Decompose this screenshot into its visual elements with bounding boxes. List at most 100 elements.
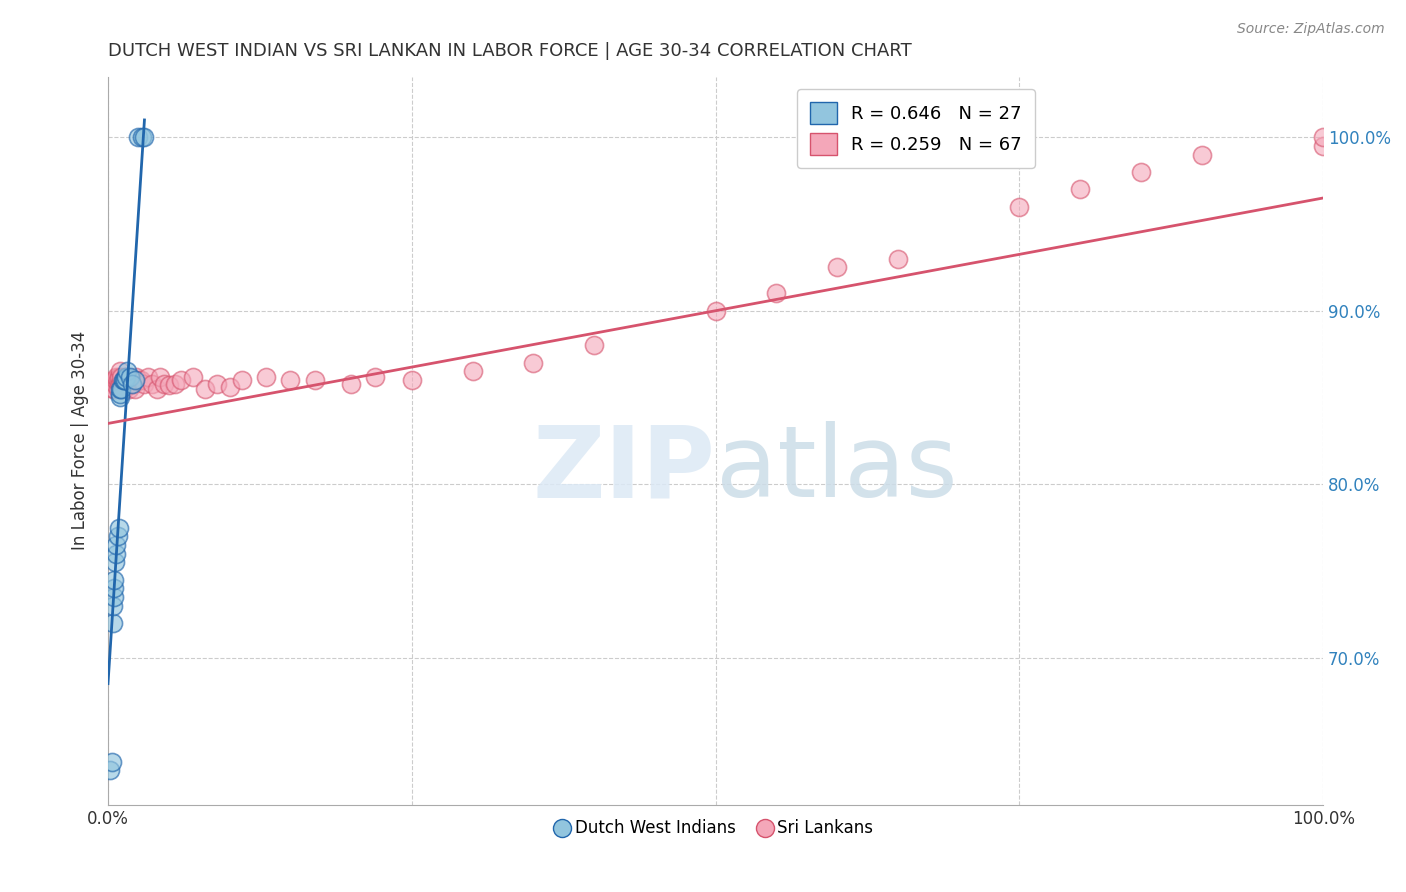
Point bbox=[105, 369, 128, 384]
Point bbox=[125, 369, 148, 384]
Text: Source: ZipAtlas.com: Source: ZipAtlas.com bbox=[1237, 22, 1385, 37]
Point bbox=[340, 376, 363, 391]
Point bbox=[110, 369, 132, 384]
Text: atlas: atlas bbox=[716, 421, 957, 518]
Point bbox=[108, 364, 131, 378]
Point bbox=[170, 373, 193, 387]
Point bbox=[118, 373, 141, 387]
Point bbox=[110, 382, 132, 396]
Point bbox=[1312, 139, 1334, 153]
Point bbox=[127, 130, 149, 145]
Point bbox=[181, 369, 204, 384]
Point bbox=[108, 376, 131, 391]
Point bbox=[107, 382, 129, 396]
Point bbox=[364, 369, 387, 384]
Point bbox=[108, 520, 131, 534]
Point bbox=[120, 376, 142, 391]
Point bbox=[129, 373, 152, 387]
Point bbox=[117, 373, 139, 387]
Point bbox=[111, 373, 134, 387]
Point bbox=[107, 529, 129, 543]
Point bbox=[1069, 182, 1091, 196]
Point bbox=[304, 373, 326, 387]
Point bbox=[114, 369, 136, 384]
Point bbox=[103, 382, 125, 396]
Point bbox=[112, 373, 135, 387]
Point bbox=[104, 555, 127, 569]
Point bbox=[121, 376, 143, 391]
Point bbox=[115, 380, 138, 394]
Y-axis label: In Labor Force | Age 30-34: In Labor Force | Age 30-34 bbox=[72, 331, 89, 550]
Point bbox=[108, 376, 131, 391]
Point bbox=[522, 356, 544, 370]
Point bbox=[704, 303, 727, 318]
Point bbox=[104, 376, 127, 391]
Point bbox=[114, 373, 136, 387]
Point bbox=[163, 376, 186, 391]
Point bbox=[103, 373, 125, 387]
Point bbox=[105, 538, 128, 552]
Point bbox=[115, 369, 138, 384]
Text: DUTCH WEST INDIAN VS SRI LANKAN IN LABOR FORCE | AGE 30-34 CORRELATION CHART: DUTCH WEST INDIAN VS SRI LANKAN IN LABOR… bbox=[108, 42, 911, 60]
Point bbox=[101, 382, 124, 396]
Point bbox=[765, 286, 787, 301]
Point bbox=[121, 373, 143, 387]
Point bbox=[136, 369, 159, 384]
Point bbox=[108, 387, 131, 401]
Point bbox=[103, 573, 125, 587]
Point bbox=[254, 369, 277, 384]
Point bbox=[1008, 200, 1031, 214]
Point bbox=[278, 373, 301, 387]
Point bbox=[141, 376, 163, 391]
Point bbox=[105, 373, 128, 387]
Point bbox=[111, 382, 134, 396]
Point bbox=[124, 373, 146, 387]
Point bbox=[825, 260, 848, 275]
Point bbox=[117, 369, 139, 384]
Point bbox=[103, 590, 125, 604]
Point bbox=[145, 382, 167, 396]
Legend: Dutch West Indians, Sri Lankans: Dutch West Indians, Sri Lankans bbox=[551, 813, 880, 844]
Point bbox=[134, 130, 156, 145]
Point bbox=[105, 547, 128, 561]
Point bbox=[122, 376, 145, 391]
Point bbox=[1312, 130, 1334, 145]
Point bbox=[100, 376, 122, 391]
Point bbox=[124, 382, 146, 396]
Text: ZIP: ZIP bbox=[533, 421, 716, 518]
Point bbox=[108, 382, 131, 396]
Point bbox=[118, 369, 141, 384]
Point bbox=[887, 252, 910, 266]
Point bbox=[1191, 147, 1213, 161]
Point bbox=[583, 338, 606, 352]
Point bbox=[231, 373, 253, 387]
Point bbox=[218, 380, 240, 394]
Point bbox=[111, 376, 134, 391]
Point bbox=[117, 364, 139, 378]
Point bbox=[107, 373, 129, 387]
Point bbox=[461, 364, 484, 378]
Point bbox=[117, 382, 139, 396]
Point bbox=[115, 376, 138, 391]
Point bbox=[112, 382, 135, 396]
Point bbox=[153, 376, 176, 391]
Point bbox=[101, 615, 124, 630]
Point bbox=[401, 373, 423, 387]
Point bbox=[194, 382, 217, 396]
Point bbox=[108, 391, 131, 405]
Point bbox=[1129, 165, 1152, 179]
Point bbox=[134, 376, 156, 391]
Point bbox=[149, 369, 172, 384]
Point bbox=[104, 373, 127, 387]
Point bbox=[108, 369, 131, 384]
Point bbox=[101, 599, 124, 613]
Point bbox=[103, 581, 125, 595]
Point bbox=[112, 373, 135, 387]
Point bbox=[127, 373, 149, 387]
Point bbox=[157, 378, 180, 392]
Point bbox=[100, 764, 122, 778]
Point bbox=[100, 755, 122, 769]
Point bbox=[131, 130, 153, 145]
Point bbox=[207, 376, 229, 391]
Point bbox=[110, 376, 132, 391]
